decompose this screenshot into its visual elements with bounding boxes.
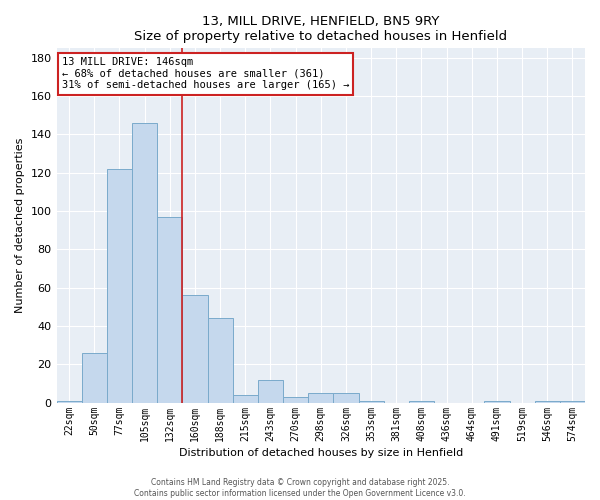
Bar [82,352,107,403]
Title: 13, MILL DRIVE, HENFIELD, BN5 9RY
Size of property relative to detached houses i: 13, MILL DRIVE, HENFIELD, BN5 9RY Size o… [134,15,508,43]
Bar [359,400,383,402]
Bar [157,217,182,402]
Bar [484,400,509,402]
Bar [56,400,82,402]
Bar [283,397,308,402]
Bar [132,123,157,402]
Bar [560,400,585,402]
Text: Contains HM Land Registry data © Crown copyright and database right 2025.
Contai: Contains HM Land Registry data © Crown c… [134,478,466,498]
Y-axis label: Number of detached properties: Number of detached properties [15,138,25,313]
Bar [233,395,258,402]
Bar [334,393,359,402]
Bar [409,400,434,402]
Bar [208,318,233,402]
Bar [107,169,132,402]
Bar [308,393,334,402]
Bar [258,380,283,402]
Bar [535,400,560,402]
Text: 13 MILL DRIVE: 146sqm
← 68% of detached houses are smaller (361)
31% of semi-det: 13 MILL DRIVE: 146sqm ← 68% of detached … [62,57,349,90]
X-axis label: Distribution of detached houses by size in Henfield: Distribution of detached houses by size … [179,448,463,458]
Bar [182,296,208,403]
